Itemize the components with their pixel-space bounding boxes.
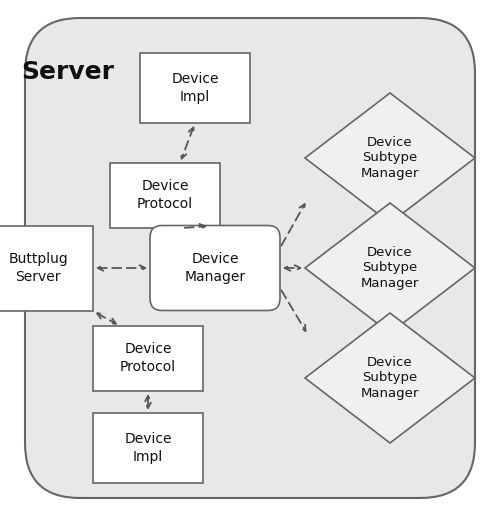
Polygon shape: [305, 313, 475, 443]
Text: Device
Impl: Device Impl: [124, 432, 172, 464]
Text: Device
Protocol: Device Protocol: [137, 180, 193, 211]
Text: Device
Impl: Device Impl: [171, 73, 219, 104]
FancyBboxPatch shape: [25, 18, 475, 498]
Text: Device
Manager: Device Manager: [184, 252, 246, 283]
Text: Device
Protocol: Device Protocol: [120, 342, 176, 374]
Text: Buttplug
Server: Buttplug Server: [8, 252, 68, 283]
Text: Device
Subtype
Manager: Device Subtype Manager: [361, 136, 419, 181]
FancyBboxPatch shape: [0, 226, 93, 311]
FancyBboxPatch shape: [93, 413, 203, 483]
Polygon shape: [305, 203, 475, 333]
FancyBboxPatch shape: [93, 326, 203, 390]
Text: Server: Server: [22, 60, 114, 84]
Polygon shape: [305, 93, 475, 223]
FancyBboxPatch shape: [110, 162, 220, 228]
Text: Device
Subtype
Manager: Device Subtype Manager: [361, 355, 419, 400]
FancyBboxPatch shape: [140, 53, 250, 123]
Text: Device
Subtype
Manager: Device Subtype Manager: [361, 245, 419, 291]
FancyBboxPatch shape: [150, 226, 280, 311]
